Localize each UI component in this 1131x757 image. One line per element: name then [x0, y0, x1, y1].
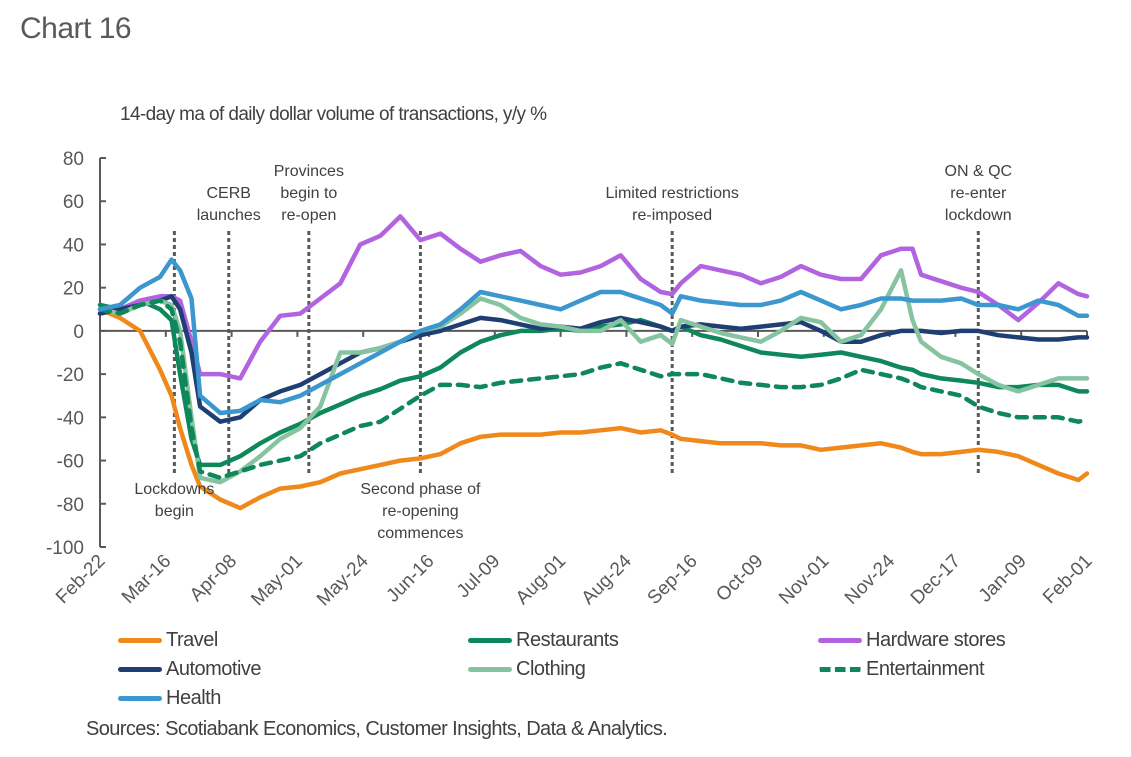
annotation-text: re-enter [950, 185, 1007, 202]
y-tick-label: -100 [46, 538, 84, 559]
series-line-hardware-stores [97, 214, 1090, 381]
x-tick-label: Feb-22 [52, 551, 109, 608]
annotation-text: begin to [280, 185, 337, 202]
legend-label-entertainment: Entertainment [866, 658, 985, 680]
series-line-automotive [97, 294, 1090, 424]
x-tick-label: Mar-16 [118, 551, 175, 608]
series-lines [97, 214, 1090, 511]
x-tick-label: Aug-01 [512, 551, 570, 609]
legend-label-health: Health [166, 687, 221, 709]
legend-item-clothing: Clothing [468, 658, 586, 681]
annotation-text: Second phase of [360, 481, 481, 498]
legend-swatch-health [118, 696, 162, 701]
x-tick-label: May-01 [247, 551, 307, 611]
legend-swatch-clothing [468, 667, 512, 672]
legend-label-hardware-stores: Hardware stores [866, 629, 1006, 651]
y-tick-label: 0 [73, 322, 84, 343]
legend-swatch-hardware-stores [818, 638, 862, 643]
y-tick-label: -80 [57, 495, 84, 516]
y-tick-label: 20 [63, 279, 84, 300]
annotation-text: launches [197, 207, 261, 224]
annotation-text: ON & QC [945, 163, 1013, 180]
legend-swatch-entertainment [818, 667, 862, 672]
legend-item-restaurants: Restaurants [468, 629, 619, 652]
series-line-restaurants [97, 298, 1090, 468]
y-tick-label: 40 [63, 235, 84, 256]
event-lines [172, 231, 980, 474]
annotation-text: CERB [207, 185, 251, 202]
x-tick-label: Feb-01 [1039, 551, 1096, 608]
x-tick-label: Oct-09 [712, 551, 767, 606]
x-tick-label: Apr-08 [186, 551, 241, 606]
legend-item-entertainment: Entertainment [818, 658, 985, 681]
y-tick-label: 60 [63, 192, 84, 213]
annotation-text: re-imposed [632, 207, 712, 224]
legend-label-automotive: Automotive [166, 658, 262, 680]
series-line-clothing [97, 268, 1090, 485]
annotation-text: lockdown [945, 207, 1012, 224]
annotations: Lockdowns begin CERB launches Provinces begin… [134, 163, 1012, 542]
sources-note: Sources: Scotiabank Economics, Customer … [86, 718, 668, 740]
annotation-text: begin [155, 503, 194, 520]
x-tick-label: Jan-09 [975, 551, 1031, 607]
x-tick-label: Dec-17 [907, 551, 965, 609]
legend-swatch-restaurants [468, 638, 512, 643]
legend-label-restaurants: Restaurants [516, 629, 619, 651]
legend-item-hardware-stores: Hardware stores [818, 629, 1006, 652]
y-tick-label: 80 [63, 149, 84, 170]
series-line-health [97, 257, 1090, 416]
legend-swatch-travel [118, 638, 162, 643]
chart-subtitle: 14-day ma of daily dollar volume of tran… [120, 104, 547, 125]
series-line-entertainment [97, 298, 1090, 481]
legend-item-automotive: Automotive [118, 658, 262, 681]
series-line-travel [97, 307, 1090, 511]
annotation-text: Lockdowns [134, 481, 214, 498]
legend-swatch-automotive [118, 667, 162, 672]
y-tick-label: -20 [57, 365, 84, 386]
legend-item-health: Health [118, 687, 221, 710]
annotation-text: re-open [281, 207, 336, 224]
x-tick-label: May-24 [313, 550, 373, 610]
annotation-text: re-opening [382, 503, 459, 520]
annotation-text: Provinces [274, 163, 344, 180]
x-tick-label: Nov-01 [775, 551, 833, 609]
x-tick-label: Jun-16 [383, 551, 439, 607]
chart-title: Chart 16 [20, 12, 132, 45]
x-tick-label: Sep-16 [644, 551, 702, 609]
x-tick-label: Jul-09 [453, 551, 504, 602]
y-tick-label: -60 [57, 452, 84, 473]
annotation-text: commences [377, 525, 463, 542]
x-tick-label: Nov-24 [841, 550, 899, 608]
annotation-text: Limited restrictions [605, 185, 738, 202]
legend-label-travel: Travel [166, 629, 218, 651]
legend-item-travel: Travel [118, 629, 218, 652]
y-tick-label: -40 [57, 408, 84, 429]
x-tick-label: Aug-24 [578, 550, 636, 608]
legend-label-clothing: Clothing [516, 658, 586, 680]
